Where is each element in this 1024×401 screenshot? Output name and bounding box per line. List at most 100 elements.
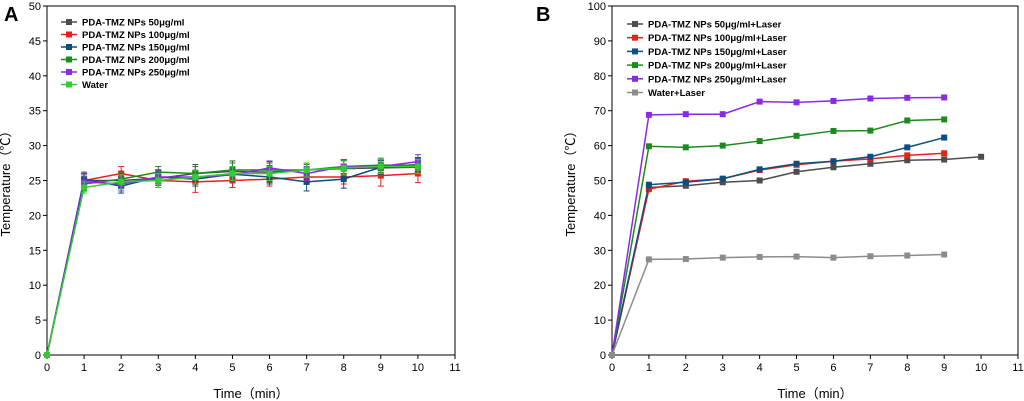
- legend-marker: [632, 21, 638, 27]
- data-point: [941, 134, 948, 141]
- data-point: [941, 150, 948, 157]
- data-point: [830, 97, 837, 104]
- data-point: [904, 252, 911, 259]
- y-tick-label: 60: [594, 141, 606, 153]
- x-tick-label: 9: [378, 362, 384, 374]
- data-point: [830, 254, 837, 261]
- series-6: [44, 159, 421, 358]
- data-point: [645, 143, 652, 150]
- x-tick-label: 11: [449, 362, 460, 374]
- panel-b: B 0 1 2 3 4 5 6 7 8 9 10 11 0 10 20 30 40 50 60 70 80 90 100 Tim…: [536, 1, 1024, 401]
- data-point: [155, 177, 162, 184]
- y-tick-label: 50: [29, 1, 41, 13]
- y-tick-label: 30: [29, 141, 41, 153]
- x-tick-label: 0: [609, 362, 615, 374]
- data-point: [756, 98, 763, 105]
- data-point: [377, 163, 384, 170]
- data-point: [756, 138, 763, 145]
- data-point: [377, 172, 384, 179]
- data-point: [645, 111, 652, 118]
- data-point: [44, 352, 50, 358]
- legend: PDA-TMZ NPs 50μg/ml+Laser PDA-TMZ NPs 100…: [627, 20, 787, 99]
- series-line: [46, 165, 418, 356]
- x-tick-label: 11: [1012, 362, 1023, 374]
- legend-label: PDA-TMZ NPs 100μg/ml: [82, 30, 190, 41]
- y-tick-label: 15: [29, 245, 41, 257]
- legend-marker: [66, 19, 72, 25]
- data-point: [719, 254, 726, 261]
- x-tick-label: 1: [646, 362, 652, 374]
- panel-letter: B: [536, 4, 550, 26]
- x-tick-label: 6: [830, 362, 836, 374]
- series-2: [44, 163, 421, 358]
- data-point: [719, 111, 726, 118]
- series-line: [611, 253, 945, 356]
- legend-label: PDA-TMZ NPs 100μg/ml+Laser: [648, 33, 787, 44]
- panel-letter: A: [4, 4, 18, 26]
- data-point: [830, 127, 837, 134]
- data-point: [867, 153, 874, 160]
- data-point: [719, 179, 726, 186]
- y-tick-label: 10: [29, 280, 41, 292]
- data-point: [682, 144, 689, 151]
- x-tick-label: 7: [304, 362, 310, 374]
- series-line: [46, 172, 418, 356]
- data-point: [904, 94, 911, 101]
- legend-marker: [66, 81, 72, 88]
- data-point: [414, 163, 421, 170]
- y-tick-label: 50: [594, 176, 606, 188]
- series-line: [611, 152, 945, 356]
- legend-marker: [66, 69, 72, 75]
- legend-label: PDA-TMZ NPs 250μg/ml+Laser: [648, 74, 787, 85]
- legend-marker: [632, 62, 638, 69]
- legend-label: PDA-TMZ NPs 200μg/ml+Laser: [648, 61, 787, 72]
- x-tick-label: 2: [118, 362, 124, 374]
- data-point: [978, 153, 985, 160]
- legend-label: PDA-TMZ NPs 50μg/ml+Laser: [648, 20, 782, 31]
- data-point: [340, 164, 347, 171]
- y-tick-label: 45: [29, 36, 41, 48]
- series-6: [609, 251, 948, 358]
- data-point: [192, 174, 199, 181]
- data-point: [793, 160, 800, 167]
- series-4: [609, 116, 948, 358]
- x-tick-label: 4: [757, 362, 763, 374]
- data-point: [904, 144, 911, 151]
- data-point: [303, 178, 310, 185]
- x-tick-label: 8: [341, 362, 347, 374]
- y-tick-label: 20: [594, 280, 606, 292]
- data-point: [340, 176, 347, 183]
- x-tick-label: 10: [412, 362, 424, 374]
- series-line: [46, 160, 419, 356]
- y-tick-label: 100: [588, 1, 606, 13]
- y-tick-label: 40: [29, 71, 41, 83]
- legend-marker: [66, 44, 72, 50]
- y-tick-label: 35: [29, 106, 41, 118]
- x-tick-label: 3: [720, 362, 726, 374]
- series-1: [609, 153, 985, 358]
- x-tick-label: 3: [155, 362, 161, 374]
- legend-marker: [632, 34, 638, 41]
- series-line: [611, 118, 945, 356]
- series-line: [46, 166, 418, 356]
- series-3: [609, 134, 948, 358]
- data-point: [793, 168, 800, 175]
- legend-marker: [66, 56, 72, 63]
- data-point: [645, 186, 652, 193]
- series-line: [46, 164, 418, 356]
- y-tick-label: 70: [594, 106, 606, 118]
- data-point: [830, 164, 837, 171]
- x-tick-label: 10: [975, 362, 987, 374]
- y-tick-label: 80: [594, 71, 606, 83]
- data-point: [904, 117, 911, 124]
- legend-label: Water: [82, 80, 108, 91]
- data-point: [118, 178, 125, 185]
- data-point: [793, 253, 800, 260]
- y-tick-label: 0: [600, 350, 606, 362]
- data-point: [266, 170, 273, 177]
- data-point: [867, 95, 874, 102]
- x-tick-label: 6: [266, 362, 272, 374]
- y-axis-title: Temperature（℃）: [563, 125, 578, 237]
- x-tick-label: 1: [81, 362, 87, 374]
